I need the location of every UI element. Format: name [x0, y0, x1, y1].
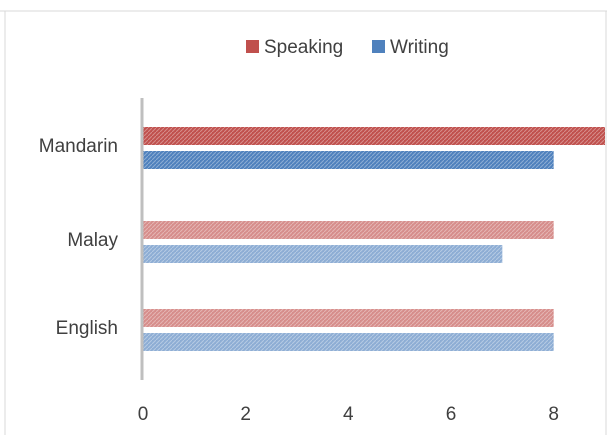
- x-tick-label: 6: [446, 404, 457, 425]
- x-tick-label: 2: [240, 404, 251, 425]
- bar-texture-speaking-malay: [143, 221, 554, 239]
- legend-label-speaking: Speaking: [264, 37, 343, 58]
- chart-legend: Speaking Writing: [246, 37, 449, 58]
- bar-texture-speaking-mandarin: [143, 127, 605, 145]
- bar-texture-speaking-english: [143, 309, 554, 327]
- bar-series-group: [143, 127, 605, 351]
- category-label-english: English: [56, 318, 118, 339]
- legend-label-writing: Writing: [390, 37, 449, 58]
- x-axis-tick-labels: 0 2 4 6 8: [138, 404, 559, 425]
- category-label-mandarin: Mandarin: [39, 136, 118, 157]
- legend-swatch-writing: [372, 40, 385, 53]
- x-tick-label: 0: [138, 404, 149, 425]
- category-label-malay: Malay: [67, 230, 118, 251]
- x-tick-label: 8: [548, 404, 559, 425]
- category-labels: English Malay Mandarin: [39, 136, 119, 339]
- bar-texture-writing-english: [143, 333, 554, 351]
- x-tick-label: 4: [343, 404, 354, 425]
- bar-texture-writing-mandarin: [143, 151, 554, 169]
- bar-texture-writing-malay: [143, 245, 503, 263]
- legend-swatch-speaking: [246, 40, 259, 53]
